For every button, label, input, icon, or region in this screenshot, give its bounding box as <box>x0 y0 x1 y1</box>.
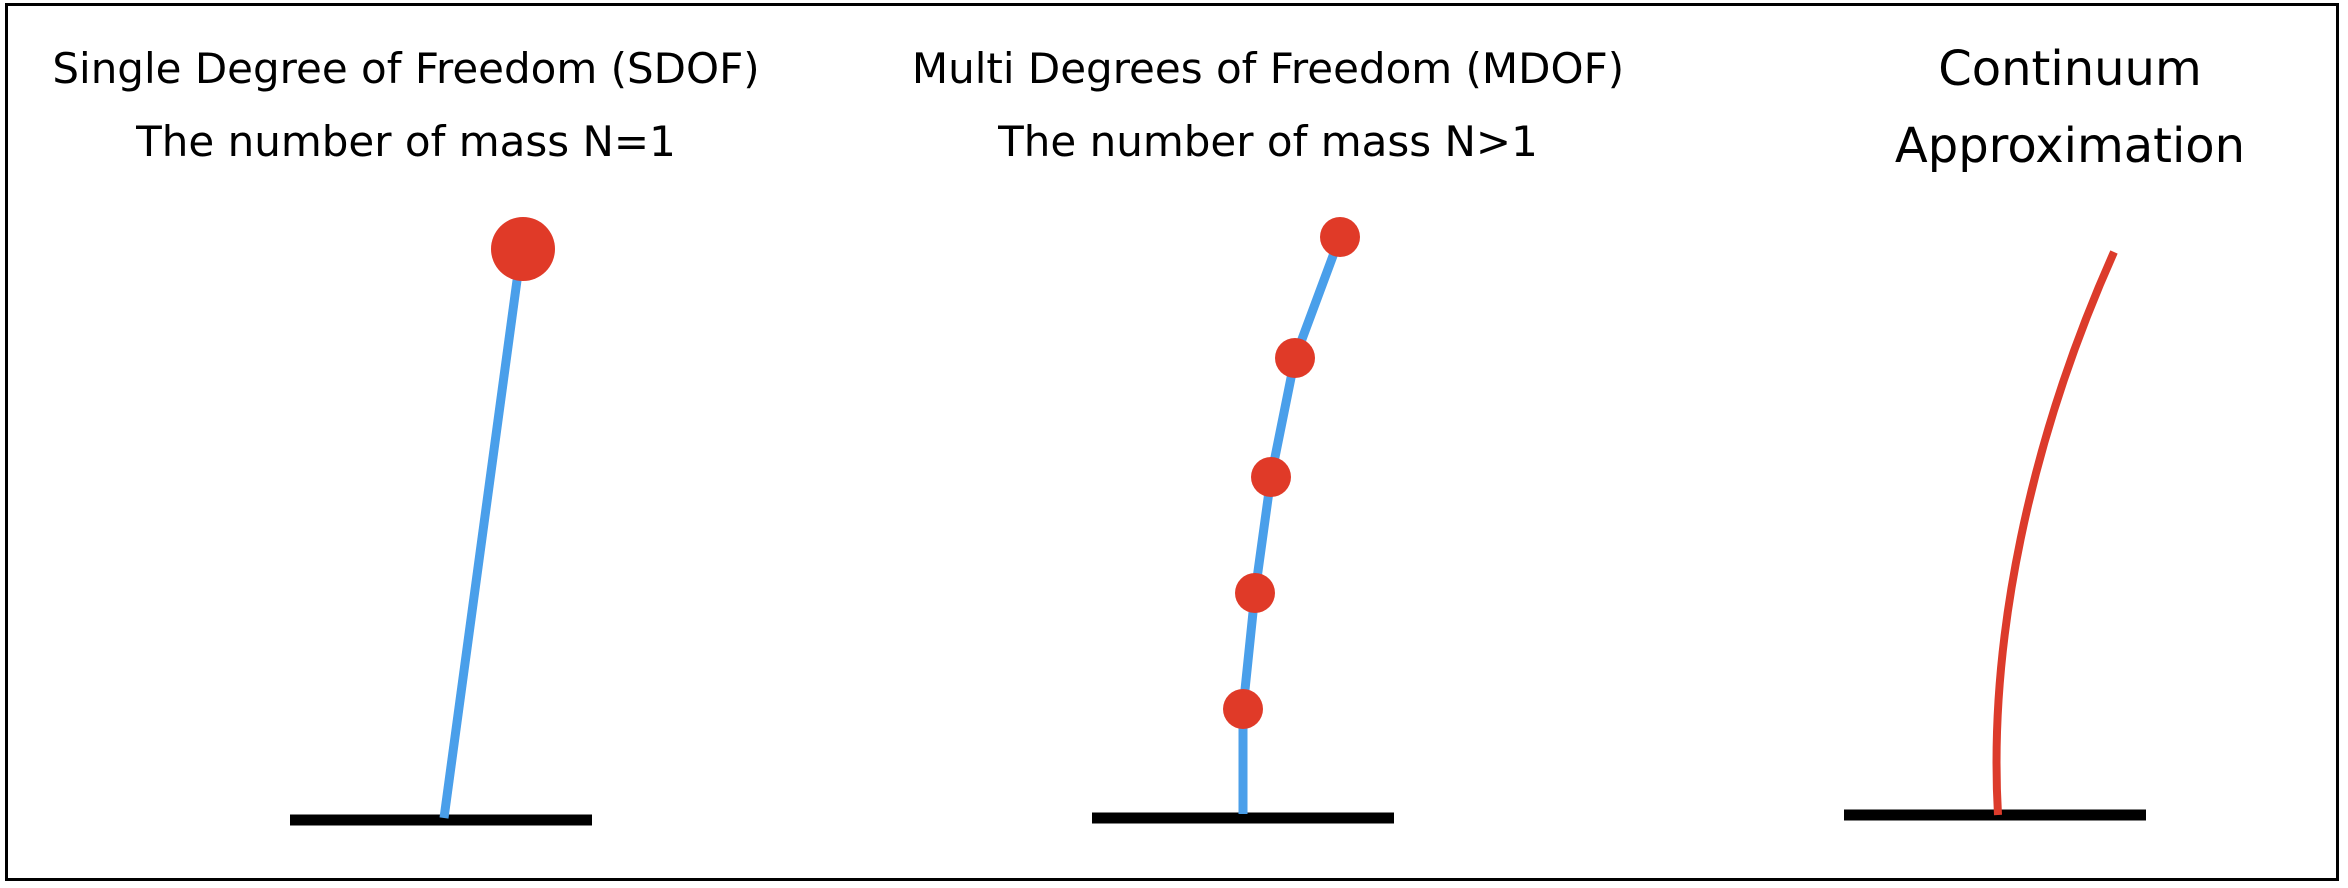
continuum-title: Continuum <box>1938 41 2202 97</box>
mdof-title: Multi Degrees of Freedom (MDOF) <box>911 44 1625 93</box>
mdof-mass <box>1251 457 1291 497</box>
sdof-column <box>439 250 526 819</box>
mdof-mass <box>1320 217 1360 257</box>
mdof-mass <box>1223 689 1263 729</box>
sdof-subtitle: The number of mass N=1 <box>136 117 676 166</box>
continuum-curve <box>1992 250 2118 816</box>
mdof-subtitle: The number of mass N>1 <box>998 117 1538 166</box>
mdof-mass <box>1275 338 1315 378</box>
continuum-subtitle: Approximation <box>1894 118 2246 174</box>
sdof-mass <box>491 217 555 281</box>
mdof-mass <box>1235 573 1275 613</box>
sdof-title: Single Degree of Freedom (SDOF) <box>52 44 760 93</box>
mdof-column <box>1238 235 1345 814</box>
diagram-frame <box>5 3 2339 881</box>
